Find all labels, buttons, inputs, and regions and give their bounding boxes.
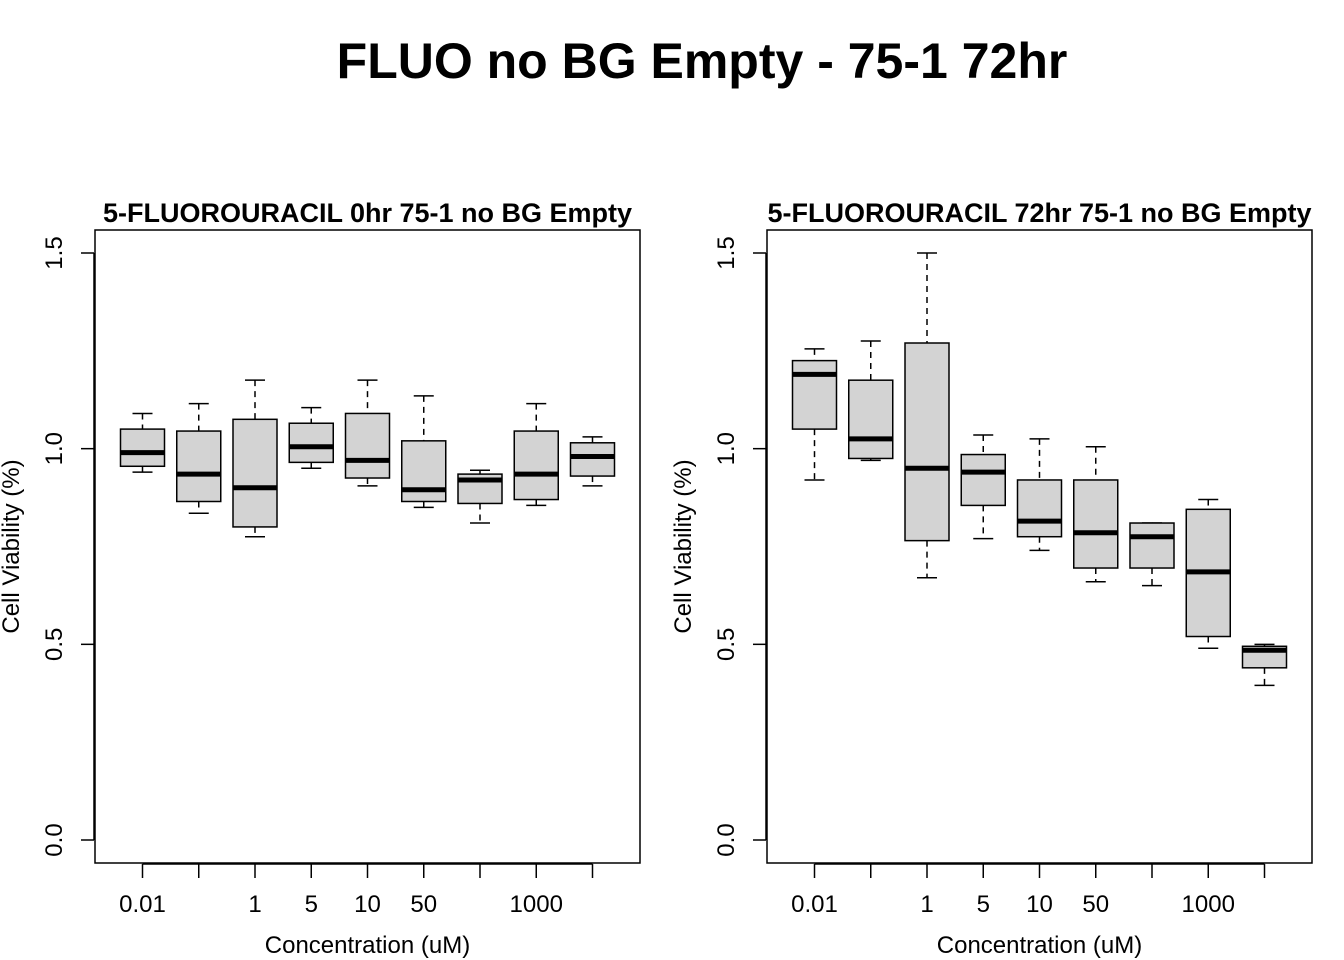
box-body [288, 422, 334, 464]
chart-title: 5-FLUOROURACIL 72hr 75-1 no BG Empty [767, 198, 1311, 228]
y-tick-label: 1.5 [41, 236, 68, 269]
box-4 [344, 379, 391, 487]
box-body [848, 379, 894, 460]
box-body [569, 442, 616, 477]
x-tick-label: 5 [305, 891, 318, 918]
x-tick-label: 1 [920, 891, 933, 918]
plot-frame [94, 229, 641, 864]
x-tick-label: 10 [1026, 891, 1053, 918]
x-tick-label: 0.01 [119, 891, 166, 918]
plot-frame [766, 229, 1313, 864]
box-5 [1073, 445, 1119, 583]
box-6 [1129, 522, 1175, 587]
x-tick-label: 50 [1082, 891, 1109, 918]
box-4 [1016, 438, 1063, 552]
box-2 [232, 379, 278, 538]
x-tick-label: 50 [410, 891, 437, 918]
chart-title: 5-FLUOROURACIL 0hr 75-1 no BG Empty [103, 198, 632, 228]
box-body [401, 440, 447, 503]
box-body [1129, 522, 1175, 569]
box-body [232, 418, 278, 528]
y-tick-label: 1.0 [713, 432, 740, 465]
box-body [791, 359, 838, 430]
x-tick-label: 1000 [510, 891, 563, 918]
box-0 [791, 348, 838, 481]
panel-72hr: 5-FLUOROURACIL 72hr 75-1 no BG Empty 0.0 0… [670, 198, 1313, 959]
box-body [1016, 479, 1063, 538]
y-axis-label: Cell Viability (%) [0, 459, 25, 633]
box-body [176, 430, 222, 503]
y-tick-label: 0.0 [713, 823, 740, 856]
box-body [1073, 479, 1119, 569]
box-3 [960, 434, 1006, 540]
box-0 [119, 412, 166, 473]
x-axis-label: Concentration (uM) [937, 932, 1142, 959]
box-6 [457, 469, 503, 524]
box-7 [513, 402, 559, 507]
box-8 [569, 436, 616, 487]
y-tick-label: 1.5 [713, 236, 740, 269]
y-tick-label: 0.5 [41, 628, 68, 661]
box-5 [401, 395, 447, 509]
x-tick-label: 1000 [1182, 891, 1235, 918]
box-body [513, 430, 559, 501]
box-1 [176, 402, 222, 514]
x-tick-label: 0.01 [791, 891, 838, 918]
box-body [344, 412, 391, 479]
box-body [904, 342, 950, 542]
y-tick-label: 0.0 [41, 823, 68, 856]
page-title: FLUO no BG Empty - 75-1 72hr [336, 33, 1068, 89]
x-tick-label: 5 [977, 891, 990, 918]
box-1 [848, 340, 894, 462]
y-tick-label: 0.5 [713, 628, 740, 661]
box-7 [1185, 498, 1231, 649]
box-2 [904, 252, 950, 579]
box-8 [1241, 643, 1288, 687]
y-axis-label: Cell Viability (%) [670, 459, 697, 633]
box-body [119, 428, 166, 468]
x-axis-label: Concentration (uM) [265, 932, 470, 959]
x-tick-label: 1 [248, 891, 261, 918]
box-body [960, 453, 1006, 507]
box-3 [288, 406, 334, 469]
x-tick-label: 10 [354, 891, 381, 918]
y-tick-label: 1.0 [41, 432, 68, 465]
panel-0hr: 5-FLUOROURACIL 0hr 75-1 no BG Empty 0.0 0.… [0, 198, 641, 959]
